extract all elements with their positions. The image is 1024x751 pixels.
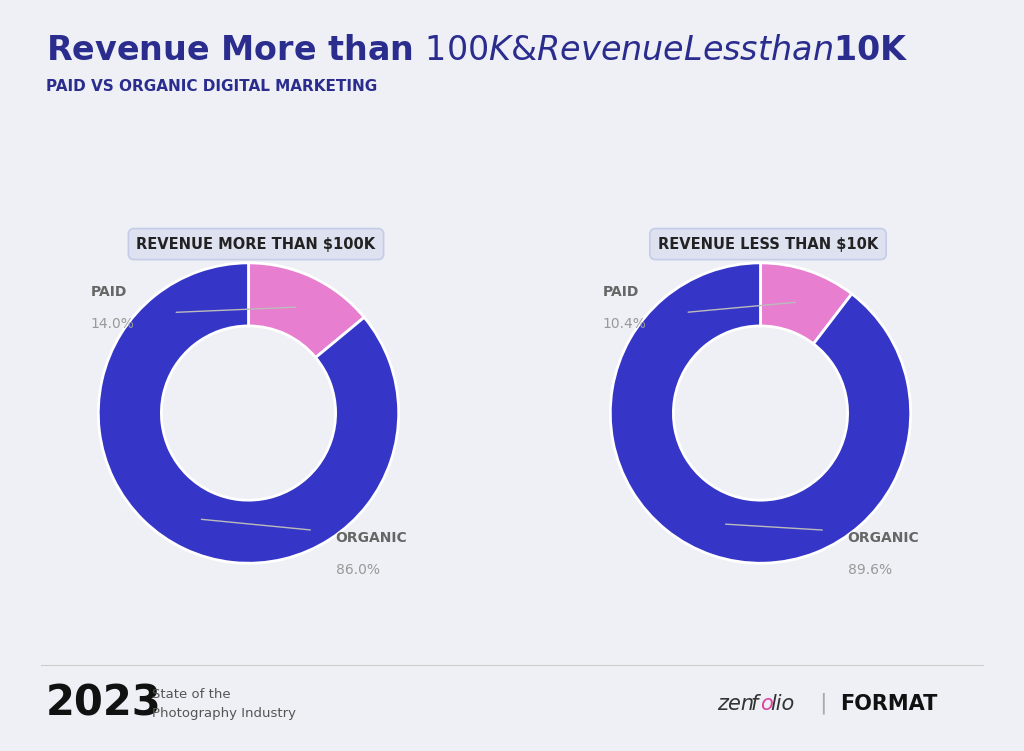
Text: |: | <box>819 693 826 714</box>
Text: State of the
Photography Industry: State of the Photography Industry <box>152 688 296 719</box>
Text: PAID VS ORGANIC DIGITAL MARKETING: PAID VS ORGANIC DIGITAL MARKETING <box>46 79 377 94</box>
Text: lio: lio <box>770 694 795 713</box>
Text: zen: zen <box>717 694 754 713</box>
Text: PAID: PAID <box>91 285 127 299</box>
Text: f: f <box>751 694 758 713</box>
Wedge shape <box>761 263 852 344</box>
Text: ORGANIC: ORGANIC <box>336 531 408 545</box>
Text: 10.4%: 10.4% <box>603 317 647 331</box>
Wedge shape <box>98 263 398 563</box>
Text: FORMAT: FORMAT <box>840 694 937 713</box>
Text: 89.6%: 89.6% <box>848 563 892 578</box>
Text: PAID: PAID <box>603 285 639 299</box>
Text: 86.0%: 86.0% <box>336 563 380 578</box>
Wedge shape <box>610 263 910 563</box>
Text: 2023: 2023 <box>46 683 162 725</box>
Text: ORGANIC: ORGANIC <box>848 531 920 545</box>
Text: o: o <box>760 694 772 713</box>
Text: REVENUE MORE THAN $100K: REVENUE MORE THAN $100K <box>136 237 376 252</box>
Text: 14.0%: 14.0% <box>91 317 135 331</box>
Text: REVENUE LESS THAN $10K: REVENUE LESS THAN $10K <box>657 237 879 252</box>
Text: Revenue More than $100K & Revenue Less than $10K: Revenue More than $100K & Revenue Less t… <box>46 34 908 67</box>
Wedge shape <box>249 263 365 357</box>
